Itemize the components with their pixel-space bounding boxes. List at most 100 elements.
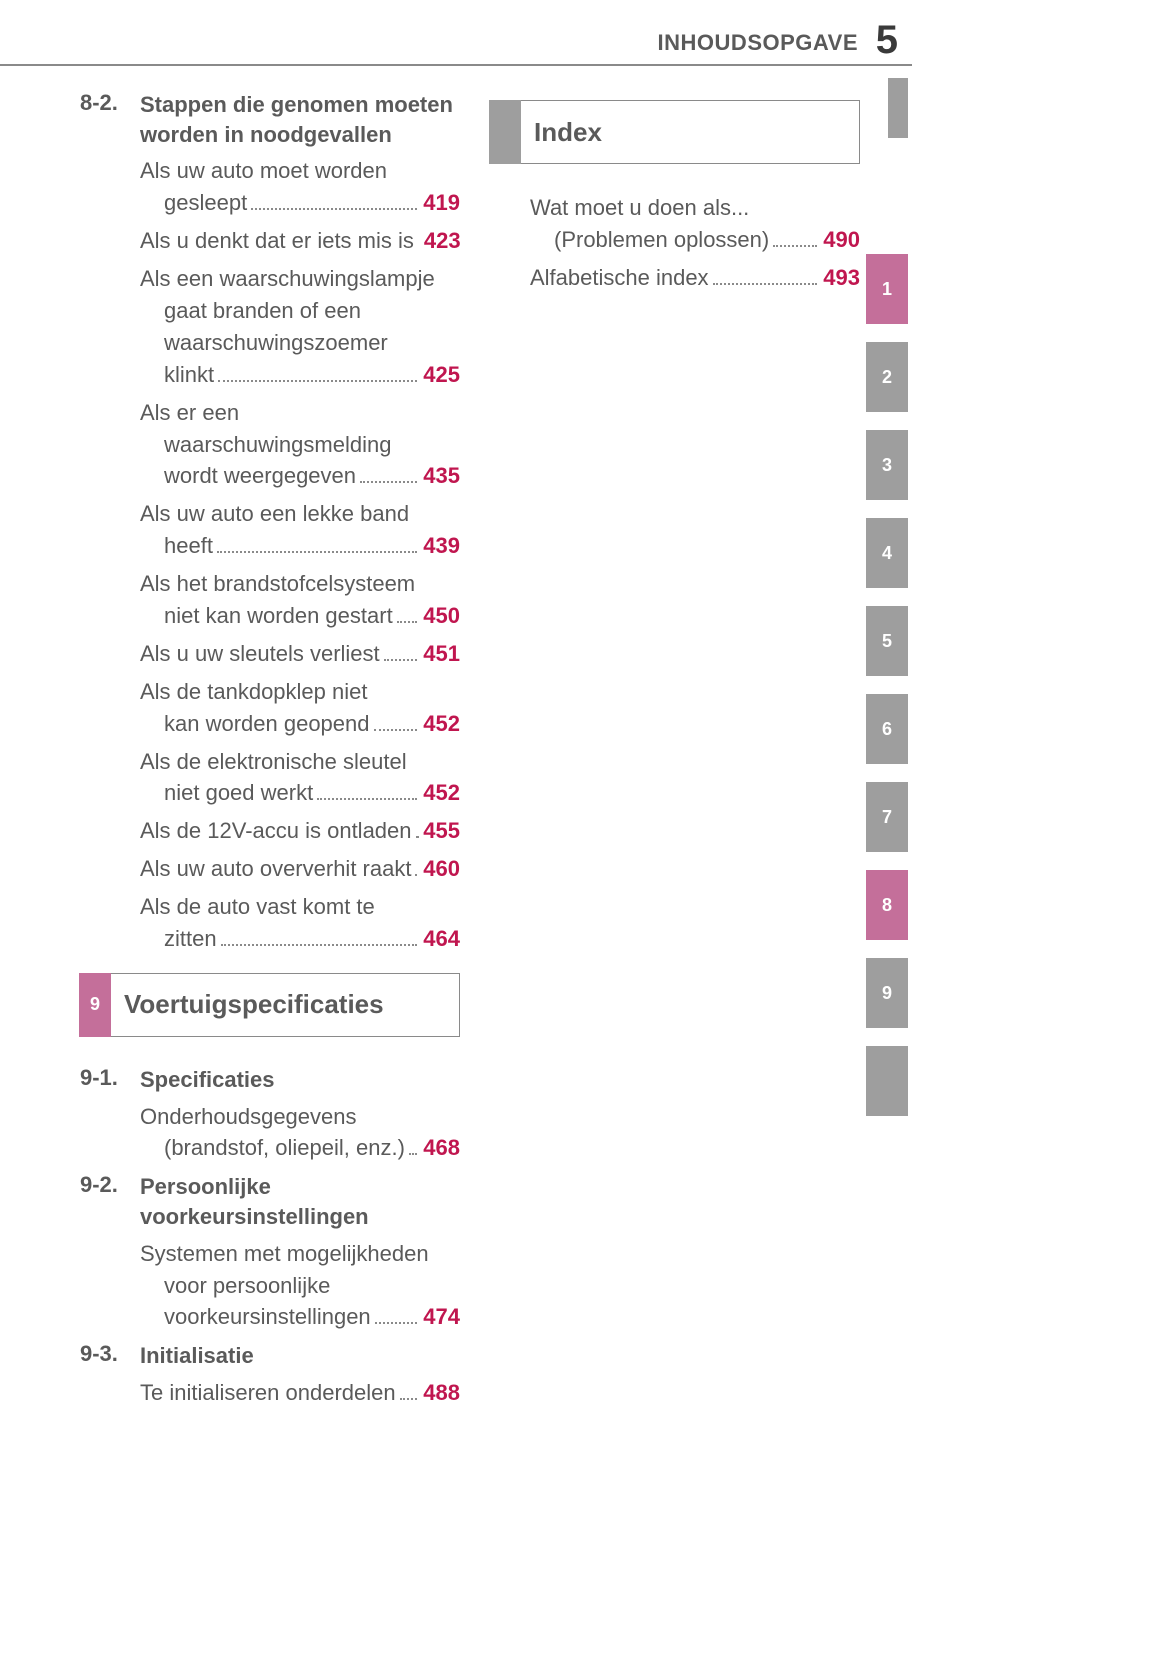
toc-entry-lastline: Als uw auto oververhit raakt 460: [140, 853, 460, 885]
toc-entry[interactable]: Onderhoudsgegevens(brandstof, oliepeil, …: [140, 1101, 460, 1165]
toc-entry-text: (Problemen oplossen): [554, 224, 769, 256]
toc-entry[interactable]: Alfabetische index 493: [530, 262, 860, 294]
dot-leader: [773, 233, 817, 247]
dot-leader: [416, 824, 418, 838]
toc-entry-text: wordt weergegeven: [164, 460, 356, 492]
side-tab[interactable]: 3: [866, 430, 908, 500]
side-tab[interactable]: 6: [866, 694, 908, 764]
toc-page-ref[interactable]: 450: [423, 600, 460, 632]
toc-page-ref[interactable]: 464: [423, 923, 460, 955]
entries: Wat moet u doen als...(Problemen oplosse…: [530, 192, 860, 294]
toc-entry[interactable]: Als de tankdopklep nietkan worden geopen…: [140, 676, 460, 740]
page: INHOUDSOPGAVE 5 8-2.Stappen die genomen …: [0, 0, 1166, 1654]
toc-entry[interactable]: Als u uw sleutels verliest 451: [140, 638, 460, 670]
entries: Als uw auto moet wordengesleept419 Als u …: [140, 155, 460, 954]
side-tab[interactable]: 2: [866, 342, 908, 412]
toc-page-ref[interactable]: 474: [423, 1301, 460, 1333]
dot-leader: [409, 1141, 417, 1155]
toc-entry-line: Als een waarschuwingslampje: [140, 263, 460, 295]
toc-entry[interactable]: Als een waarschuwingslampjegaat branden …: [140, 263, 460, 391]
side-tab[interactable]: 4: [866, 518, 908, 588]
subsection-heading: 9-1.Specificaties: [80, 1065, 460, 1095]
toc-entry-text: voorkeursinstellingen: [164, 1301, 371, 1333]
toc-entry-text: klinkt: [164, 359, 214, 391]
subsection-number: 8-2.: [80, 90, 140, 149]
toc-entry-text: Te initialiseren onderdelen: [140, 1377, 396, 1409]
toc-entry[interactable]: Als het brandstofcelsysteemniet kan word…: [140, 568, 460, 632]
toc-entry-lastline: klinkt 425: [140, 359, 460, 391]
header-gray-tab: [888, 78, 908, 138]
toc-entry-line: waarschuwingsmelding: [140, 429, 460, 461]
toc-entry-text: niet goed werkt: [164, 777, 313, 809]
toc-page-ref[interactable]: 425: [423, 359, 460, 391]
toc-entry[interactable]: Als de 12V-accu is ontladen455: [140, 815, 460, 847]
toc-page-ref[interactable]: 455: [423, 815, 460, 847]
chapter-label: Index: [534, 101, 602, 163]
dot-leader: [317, 786, 417, 800]
toc-entry-lastline: gesleept419: [140, 187, 460, 219]
subsection-number: 9-1.: [80, 1065, 140, 1095]
toc-page-ref[interactable]: 451: [423, 638, 460, 670]
side-tab[interactable]: [866, 1046, 908, 1116]
toc-entry[interactable]: Als de elektronische sleutelniet goed we…: [140, 746, 460, 810]
toc-entry[interactable]: Te initialiseren onderdelen 488: [140, 1377, 460, 1409]
toc-page-ref[interactable]: 419: [423, 187, 460, 219]
toc-entry[interactable]: Als uw auto moet wordengesleept419: [140, 155, 460, 219]
toc-entry-lastline: (brandstof, oliepeil, enz.)468: [140, 1132, 460, 1164]
toc-page-ref[interactable]: 452: [423, 777, 460, 809]
page-number: 5: [876, 18, 898, 63]
toc-entry-lastline: (Problemen oplossen) 490: [530, 224, 860, 256]
subsection-heading: 8-2.Stappen die genomen moeten worden in…: [80, 90, 460, 149]
entries: Systemen met mogelijkhedenvoor persoonli…: [140, 1238, 460, 1334]
toc-entry-text: Als uw auto oververhit raakt: [140, 853, 411, 885]
header: INHOUDSOPGAVE 5: [0, 0, 1166, 64]
dot-leader: [217, 539, 417, 553]
toc-entry[interactable]: Als de auto vast komt tezitten464: [140, 891, 460, 955]
subsection-title: Specificaties: [140, 1065, 275, 1095]
toc-page-ref[interactable]: 435: [423, 460, 460, 492]
toc-entry-line: Als de elektronische sleutel: [140, 746, 460, 778]
dot-leader: [384, 647, 418, 661]
toc-page-ref[interactable]: 439: [423, 530, 460, 562]
side-tab[interactable]: 5: [866, 606, 908, 676]
subsection-number: 9-3.: [80, 1341, 140, 1371]
toc-page-ref[interactable]: 490: [823, 224, 860, 256]
toc-entry-lastline: niet goed werkt 452: [140, 777, 460, 809]
toc-page-ref[interactable]: 423: [424, 225, 461, 257]
side-tab[interactable]: 1: [866, 254, 908, 324]
toc-page-ref[interactable]: 460: [423, 853, 460, 885]
chapter-label: Voertuigspecificaties: [124, 974, 384, 1036]
chapter-box: Index: [490, 100, 860, 164]
toc-page-ref[interactable]: 452: [423, 708, 460, 740]
side-tab[interactable]: 9: [866, 958, 908, 1028]
toc-entry-lastline: Als u uw sleutels verliest 451: [140, 638, 460, 670]
toc-entry[interactable]: Als uw auto oververhit raakt 460: [140, 853, 460, 885]
toc-entry[interactable]: Systemen met mogelijkhedenvoor persoonli…: [140, 1238, 460, 1334]
toc-entry[interactable]: Wat moet u doen als...(Problemen oplosse…: [530, 192, 860, 256]
side-tab[interactable]: 8: [866, 870, 908, 940]
toc-page-ref[interactable]: 488: [423, 1377, 460, 1409]
toc-entry[interactable]: Als u denkt dat er iets mis is423: [140, 225, 460, 257]
toc-entry-lastline: heeft439: [140, 530, 460, 562]
side-tab[interactable]: 7: [866, 782, 908, 852]
toc-entry-text: kan worden geopend: [164, 708, 370, 740]
subsection-title: Stappen die genomen moeten worden in noo…: [140, 90, 460, 149]
toc-page-ref[interactable]: 468: [423, 1132, 460, 1164]
right-column: Index Wat moet u doen als...(Problemen op…: [490, 82, 860, 300]
toc-entry-line: Als uw auto moet worden: [140, 155, 460, 187]
header-rule: [0, 64, 912, 66]
toc-entry-text: Alfabetische index: [530, 262, 709, 294]
toc-entry-lastline: Te initialiseren onderdelen 488: [140, 1377, 460, 1409]
toc-entry-text: zitten: [164, 923, 217, 955]
toc-entry[interactable]: Als uw auto een lekke bandheeft439: [140, 498, 460, 562]
toc-entry-lastline: Als de 12V-accu is ontladen455: [140, 815, 460, 847]
toc-entry[interactable]: Als er eenwaarschuwingsmeldingwordt weer…: [140, 397, 460, 493]
toc-entry-text: Als u uw sleutels verliest: [140, 638, 380, 670]
toc-entry-lastline: wordt weergegeven 435: [140, 460, 460, 492]
toc-entry-line: voor persoonlijke: [140, 1270, 460, 1302]
subsection-heading: 9-3.Initialisatie: [80, 1341, 460, 1371]
entries: Te initialiseren onderdelen 488: [140, 1377, 460, 1409]
toc-entry-line: Als het brandstofcelsysteem: [140, 568, 460, 600]
toc-page-ref[interactable]: 493: [823, 262, 860, 294]
toc-entry-lastline: voorkeursinstellingen 474: [140, 1301, 460, 1333]
